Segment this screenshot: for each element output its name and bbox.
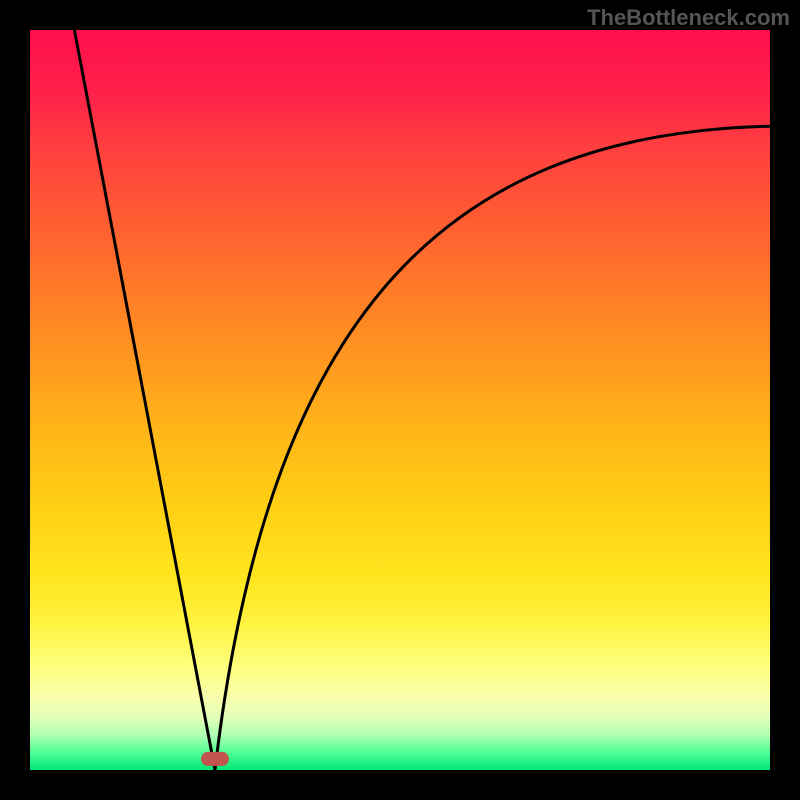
gradient-background <box>30 30 770 770</box>
optimum-marker <box>201 752 229 766</box>
chart-svg <box>0 0 800 800</box>
chart-stage: TheBottleneck.com <box>0 0 800 800</box>
watermark-text: TheBottleneck.com <box>587 5 790 31</box>
